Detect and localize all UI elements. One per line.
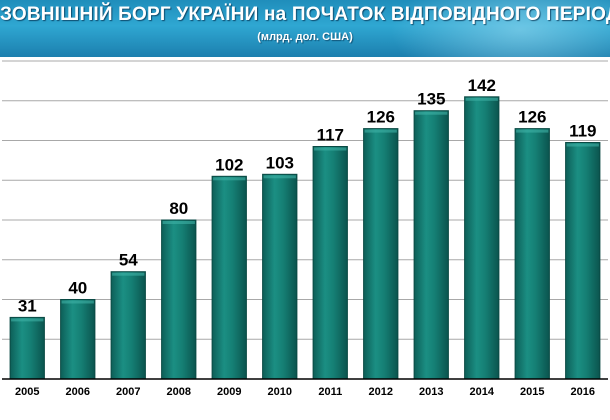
bar-2006 (60, 299, 96, 380)
data-label-2016: 119 (569, 122, 596, 141)
bar-2013 (413, 110, 449, 380)
data-label-2014: 142 (468, 76, 496, 95)
bar-2015 (514, 128, 550, 380)
chart-header: ЗОВНІШНІЙ БОРГ УКРАЇНИ на ПОЧАТОК ВІДПОВ… (0, 0, 610, 57)
bar-top-highlight (112, 272, 145, 276)
x-tick-labels: 2005 2006 2007 2008 2009 2010 2011 2012 2013 2014… (15, 386, 595, 398)
bar-top-highlight (213, 177, 246, 181)
bar-top-highlight (263, 175, 296, 179)
bar-2016 (565, 142, 601, 380)
header-glow (390, 0, 610, 57)
chart-title: ЗОВНІШНІЙ БОРГ УКРАЇНИ на ПОЧАТОК ВІДПОВ… (0, 4, 610, 25)
bar-2008 (161, 219, 197, 380)
x-tick-2016: 2016 (571, 386, 595, 398)
data-label-2011: 117 (317, 126, 344, 145)
bar-top-highlight (314, 147, 347, 151)
bar-2005 (9, 316, 45, 380)
x-tick-2013: 2013 (419, 386, 443, 398)
x-tick-2008: 2008 (167, 386, 191, 398)
data-labels: 31 40 54 80 102 103 117 126 135 142 126 119 (18, 76, 597, 316)
bar-2014 (464, 96, 500, 380)
x-tick-2010: 2010 (268, 386, 292, 398)
bar-top-highlight (11, 318, 44, 322)
bar-2007 (110, 271, 146, 380)
data-label-2006: 40 (68, 279, 87, 298)
bar-top-highlight (364, 129, 397, 133)
bar-top-highlight (566, 143, 599, 147)
bar-top-highlight (162, 221, 195, 224)
x-tick-2012: 2012 (369, 386, 393, 398)
bar-top-highlight (465, 97, 498, 101)
gridlines (2, 60, 608, 340)
bar-2009 (211, 175, 247, 380)
x-tick-2014: 2014 (470, 386, 495, 398)
x-tick-2015: 2015 (520, 386, 544, 398)
bar-2010 (262, 173, 298, 380)
bar-2012 (363, 128, 399, 380)
bar-top-highlight (415, 111, 448, 115)
chart-subtitle: (млрд. дол. США) (257, 31, 353, 43)
data-label-2012: 126 (367, 108, 395, 127)
x-tick-2009: 2009 (217, 386, 241, 398)
data-label-2015: 126 (518, 108, 546, 127)
bar-top-highlight (516, 129, 549, 133)
bars (9, 96, 601, 380)
bar-2011 (312, 146, 348, 380)
data-label-2009: 102 (215, 155, 243, 174)
data-label-2007: 54 (119, 251, 138, 270)
data-label-2013: 135 (417, 90, 445, 109)
data-label-2008: 80 (169, 199, 188, 218)
x-tick-2005: 2005 (15, 386, 39, 398)
data-label-2005: 31 (18, 296, 37, 315)
x-tick-2007: 2007 (116, 386, 140, 398)
x-tick-2006: 2006 (66, 386, 90, 398)
bar-top-highlight (61, 300, 94, 304)
data-label-2010: 103 (266, 153, 294, 172)
x-tick-2011: 2011 (318, 386, 342, 398)
